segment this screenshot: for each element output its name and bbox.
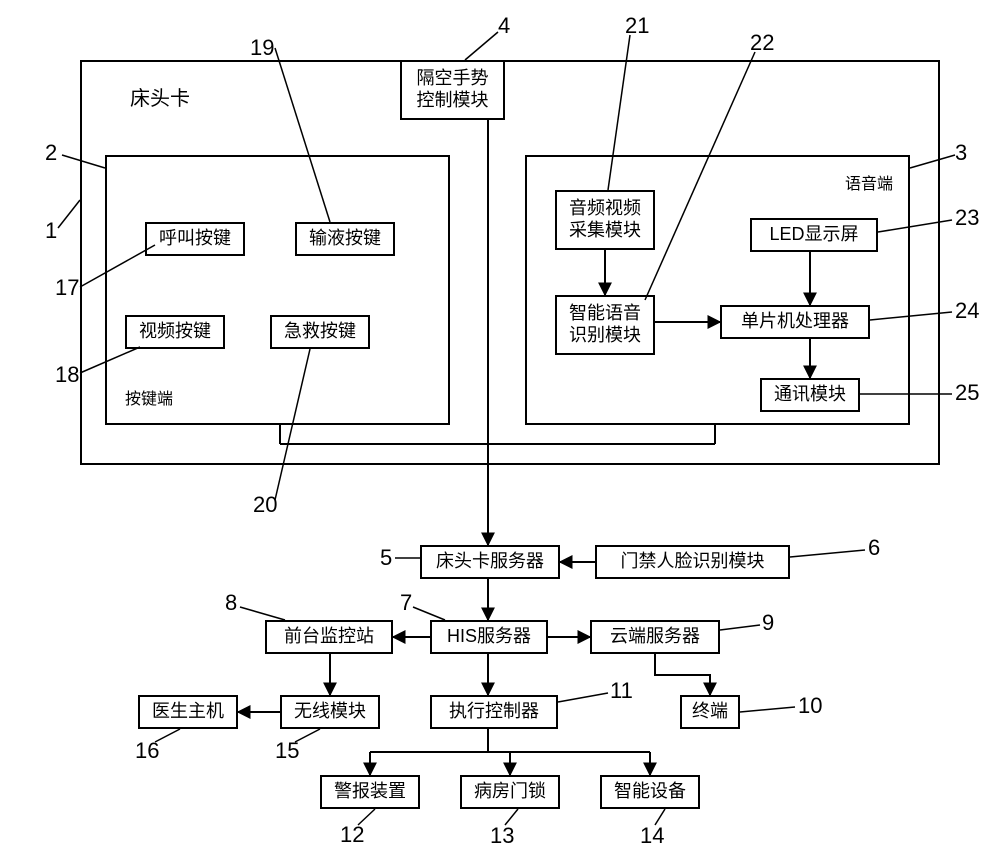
num-16: 16 (135, 738, 159, 764)
num-12: 12 (340, 822, 364, 848)
node-call-button: 呼叫按键 (145, 222, 245, 256)
node-voice-recog: 智能语音 识别模块 (555, 295, 655, 355)
node-mcu: 单片机处理器 (720, 305, 870, 339)
voice-side-label: 语音端 (845, 170, 893, 194)
node-infusion-button: 输液按键 (295, 222, 395, 256)
num-3: 3 (955, 140, 967, 166)
num-24: 24 (955, 298, 979, 324)
node-terminal: 终端 (680, 695, 740, 729)
node-wireless: 无线模块 (280, 695, 380, 729)
node-led-display: LED显示屏 (750, 218, 878, 252)
bedcard-label: 床头卡 (130, 82, 190, 111)
node-face-recog: 门禁人脸识别模块 (595, 545, 790, 579)
num-18: 18 (55, 362, 79, 388)
node-video-button: 视频按键 (125, 315, 225, 349)
node-cloud-server: 云端服务器 (590, 620, 720, 654)
num-7: 7 (400, 590, 412, 616)
node-doctor-host: 医生主机 (138, 695, 238, 729)
node-ward-lock: 病房门锁 (460, 775, 560, 809)
num-9: 9 (762, 610, 774, 636)
num-6: 6 (868, 535, 880, 561)
num-20: 20 (253, 492, 277, 518)
num-23: 23 (955, 205, 979, 231)
num-17: 17 (55, 275, 79, 301)
num-25: 25 (955, 380, 979, 406)
num-5: 5 (380, 545, 392, 571)
node-smart-device: 智能设备 (600, 775, 700, 809)
node-gesture-control: 隔空手势 控制模块 (400, 60, 505, 120)
node-his-server: HIS服务器 (430, 620, 548, 654)
num-8: 8 (225, 590, 237, 616)
num-10: 10 (798, 693, 822, 719)
node-emergency-button: 急救按键 (270, 315, 370, 349)
node-exec-controller: 执行控制器 (430, 695, 558, 729)
num-22: 22 (750, 30, 774, 56)
button-side-label: 按键端 (125, 385, 173, 409)
num-15: 15 (275, 738, 299, 764)
node-alarm: 警报装置 (320, 775, 420, 809)
num-14: 14 (640, 823, 664, 849)
node-bedcard-server: 床头卡服务器 (420, 545, 560, 579)
node-av-capture: 音频视频 采集模块 (555, 190, 655, 250)
num-21: 21 (625, 13, 649, 39)
num-11: 11 (610, 678, 633, 704)
num-13: 13 (490, 823, 514, 849)
num-1: 1 (45, 218, 57, 244)
num-19: 19 (250, 35, 274, 61)
num-4: 4 (498, 13, 510, 39)
node-comm-module: 通讯模块 (760, 378, 860, 412)
node-front-station: 前台监控站 (265, 620, 393, 654)
num-2: 2 (45, 140, 57, 166)
